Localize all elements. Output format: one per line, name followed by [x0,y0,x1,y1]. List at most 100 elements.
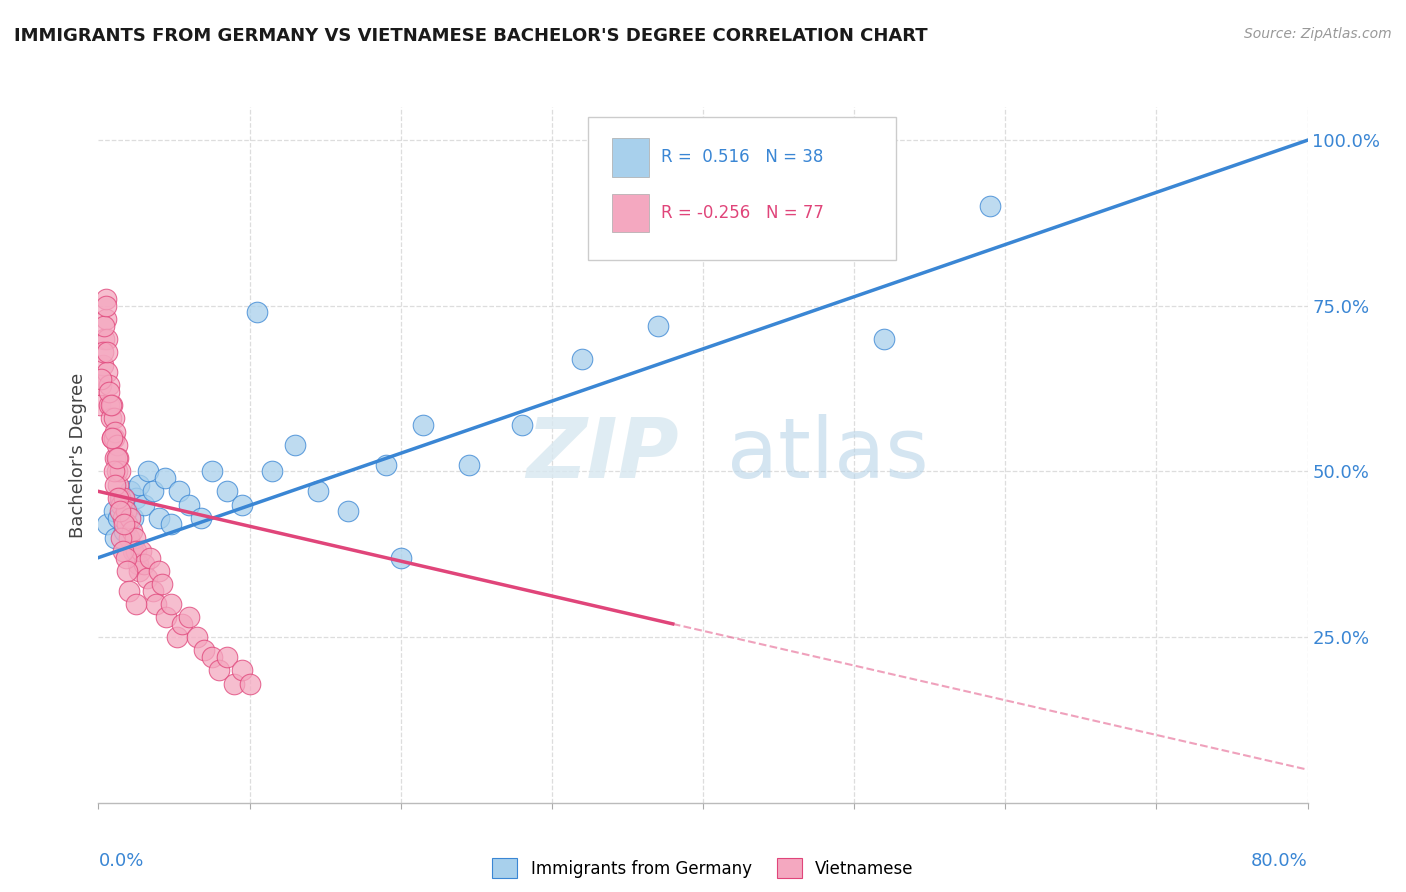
Point [118,531,141,545]
Point [112,517,135,532]
Point [107,491,129,505]
Point [104,425,127,439]
Text: ZIP: ZIP [526,415,679,495]
Point [114,504,136,518]
Point [101,431,124,445]
Point [98,398,121,412]
Point [647,318,669,333]
Text: Source: ZipAtlas.com: Source: ZipAtlas.com [1244,27,1392,41]
Point [125,544,148,558]
Point [93,318,115,333]
Point [307,484,329,499]
Point [170,616,193,631]
Point [148,511,170,525]
Point [120,484,142,499]
Point [231,498,253,512]
Point [91,359,114,373]
Point [112,524,135,538]
Point [122,511,145,525]
Point [215,484,238,499]
Point [246,305,269,319]
Point [103,411,125,425]
Point [336,504,359,518]
Point [510,418,533,433]
Bar [612,138,648,177]
Point [96,332,118,346]
Point [110,491,132,505]
Point [457,458,479,472]
Point [148,564,170,578]
Point [389,550,412,565]
Point [153,471,176,485]
Point [115,517,138,532]
Point [111,544,134,558]
Point [103,504,125,518]
Point [103,431,125,445]
Point [104,451,127,466]
Point [115,564,138,578]
Point [103,465,125,479]
Point [100,398,122,412]
Point [142,583,165,598]
Point [128,564,150,578]
Point [96,517,118,532]
Point [93,332,115,346]
Point [142,484,165,499]
Point [121,524,143,538]
Point [186,630,208,644]
Point [208,663,231,677]
Point [160,597,183,611]
Point [193,643,215,657]
Point [91,345,114,359]
Point [114,550,136,565]
Point [224,676,246,690]
Point [111,511,134,525]
Point [215,650,238,665]
Point [167,484,190,499]
Point [873,332,896,346]
Point [139,550,162,565]
Text: atlas: atlas [727,415,929,495]
Point [108,465,131,479]
Point [125,597,148,611]
Point [284,438,307,452]
Point [136,465,159,479]
Point [145,597,167,611]
Point [128,477,150,491]
Point [177,610,201,624]
Point [108,491,131,505]
Text: R = -0.256   N = 77: R = -0.256 N = 77 [661,203,824,222]
Point [127,558,149,572]
Point [98,378,121,392]
Point [155,610,177,624]
Point [101,431,124,445]
Point [412,418,434,433]
Point [201,465,224,479]
Point [107,477,129,491]
Point [104,531,127,545]
Point [115,504,138,518]
Point [124,531,146,545]
Point [94,312,117,326]
Point [108,504,131,518]
Point [105,465,128,479]
Point [150,577,173,591]
Point [160,517,183,532]
Point [135,570,157,584]
Point [100,411,122,425]
Point [262,465,284,479]
Point [105,438,128,452]
Point [374,458,396,472]
Point [177,498,201,512]
Point [979,199,1001,213]
Point [120,511,142,525]
Point [112,491,135,505]
Point [129,544,152,558]
Point [94,292,117,306]
Point [239,676,262,690]
Point [89,398,111,412]
Point [104,477,127,491]
Point [132,498,155,512]
Point [166,630,188,644]
Text: R =  0.516   N = 38: R = 0.516 N = 38 [661,148,823,166]
